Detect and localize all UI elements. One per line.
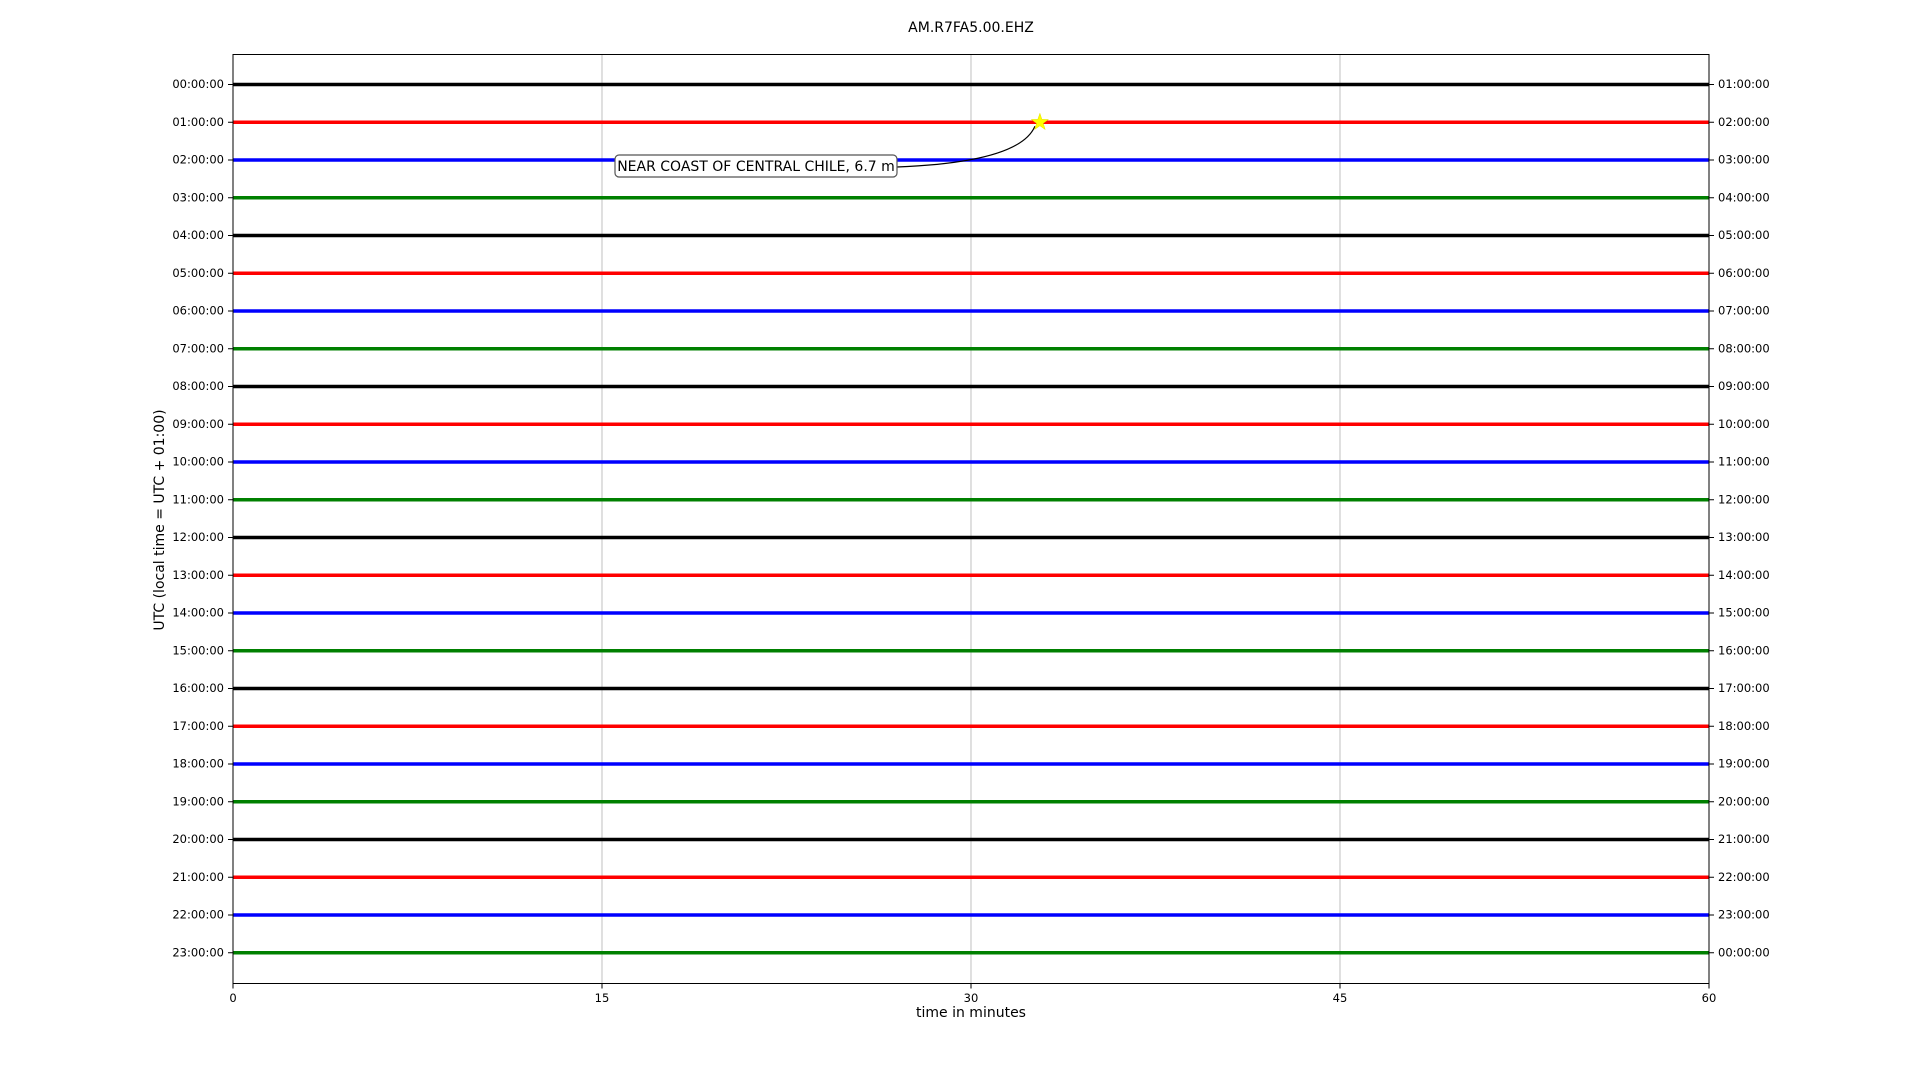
y2-tick-label: 04:00:00: [1718, 190, 1770, 204]
y-tick-label: 17:00:00: [172, 719, 224, 733]
y2-tick-label: 19:00:00: [1718, 757, 1770, 771]
y2-tick-label: 06:00:00: [1718, 266, 1770, 280]
y-tick-label: 20:00:00: [172, 832, 224, 846]
y2-tick-label: 16:00:00: [1718, 643, 1770, 657]
y-tick-label: 03:00:00: [172, 190, 224, 204]
y2-tick-label: 03:00:00: [1718, 153, 1770, 167]
y2-tick-label: 22:00:00: [1718, 870, 1770, 884]
y-tick-label: 07:00:00: [172, 341, 224, 355]
y-tick-label: 05:00:00: [172, 266, 224, 280]
x-tick-label: 45: [1333, 991, 1348, 1005]
y2-tick-label: 21:00:00: [1718, 832, 1770, 846]
y2-tick-label: 07:00:00: [1718, 304, 1770, 318]
y-tick-label: 02:00:00: [172, 153, 224, 167]
y-tick-label: 12:00:00: [172, 530, 224, 544]
y2-tick-label: 20:00:00: [1718, 794, 1770, 808]
y2-tick-label: 13:00:00: [1718, 530, 1770, 544]
y2-tick-label: 14:00:00: [1718, 568, 1770, 582]
plot-frame: [232, 54, 1710, 984]
y-tick-label: 08:00:00: [172, 379, 224, 393]
x-tick-label: 60: [1702, 991, 1717, 1005]
y2-tick-label: 08:00:00: [1718, 341, 1770, 355]
x-tick-label: 0: [229, 991, 236, 1005]
y-tick-label: 14:00:00: [172, 606, 224, 620]
x-tick-label: 30: [964, 991, 979, 1005]
y2-tick-label: 17:00:00: [1718, 681, 1770, 695]
y2-tick-label: 02:00:00: [1718, 115, 1770, 129]
y-axis-label: UTC (local time = UTC + 01:00): [152, 409, 168, 630]
y-tick-label: 23:00:00: [172, 945, 224, 959]
y-tick-label: 22:00:00: [172, 908, 224, 922]
y2-tick-label: 11:00:00: [1718, 455, 1770, 469]
y2-tick-label: 10:00:00: [1718, 417, 1770, 431]
y2-tick-label: 15:00:00: [1718, 606, 1770, 620]
y2-tick-label: 05:00:00: [1718, 228, 1770, 242]
x-tick-label: 15: [595, 991, 610, 1005]
y-tick-label: 00:00:00: [172, 77, 224, 91]
y-tick-label: 01:00:00: [172, 115, 224, 129]
y-tick-label: 06:00:00: [172, 304, 224, 318]
event-label: NEAR COAST OF CENTRAL CHILE, 6.7 m: [617, 159, 895, 175]
y2-tick-label: 18:00:00: [1718, 719, 1770, 733]
y-tick-label: 21:00:00: [172, 870, 224, 884]
x-axis-label: time in minutes: [916, 1005, 1026, 1021]
y-tick-label: 11:00:00: [172, 492, 224, 506]
y-tick-label: 09:00:00: [172, 417, 224, 431]
event-arrow: [896, 126, 1036, 168]
y-tick-label: 15:00:00: [172, 643, 224, 657]
y-tick-label: 04:00:00: [172, 228, 224, 242]
y2-tick-label: 01:00:00: [1718, 77, 1770, 91]
y-tick-label: 10:00:00: [172, 455, 224, 469]
y2-tick-label: 09:00:00: [1718, 379, 1770, 393]
y-tick-label: 16:00:00: [172, 681, 224, 695]
y2-tick-label: 12:00:00: [1718, 492, 1770, 506]
y-tick-label: 18:00:00: [172, 757, 224, 771]
y-tick-label: 13:00:00: [172, 568, 224, 582]
event-marker: [1030, 112, 1050, 131]
chart-title: AM.R7FA5.00.EHZ: [908, 20, 1034, 36]
event-box: [614, 154, 898, 178]
y-tick-label: 19:00:00: [172, 794, 224, 808]
y2-tick-label: 23:00:00: [1718, 908, 1770, 922]
y2-tick-label: 00:00:00: [1718, 945, 1770, 959]
